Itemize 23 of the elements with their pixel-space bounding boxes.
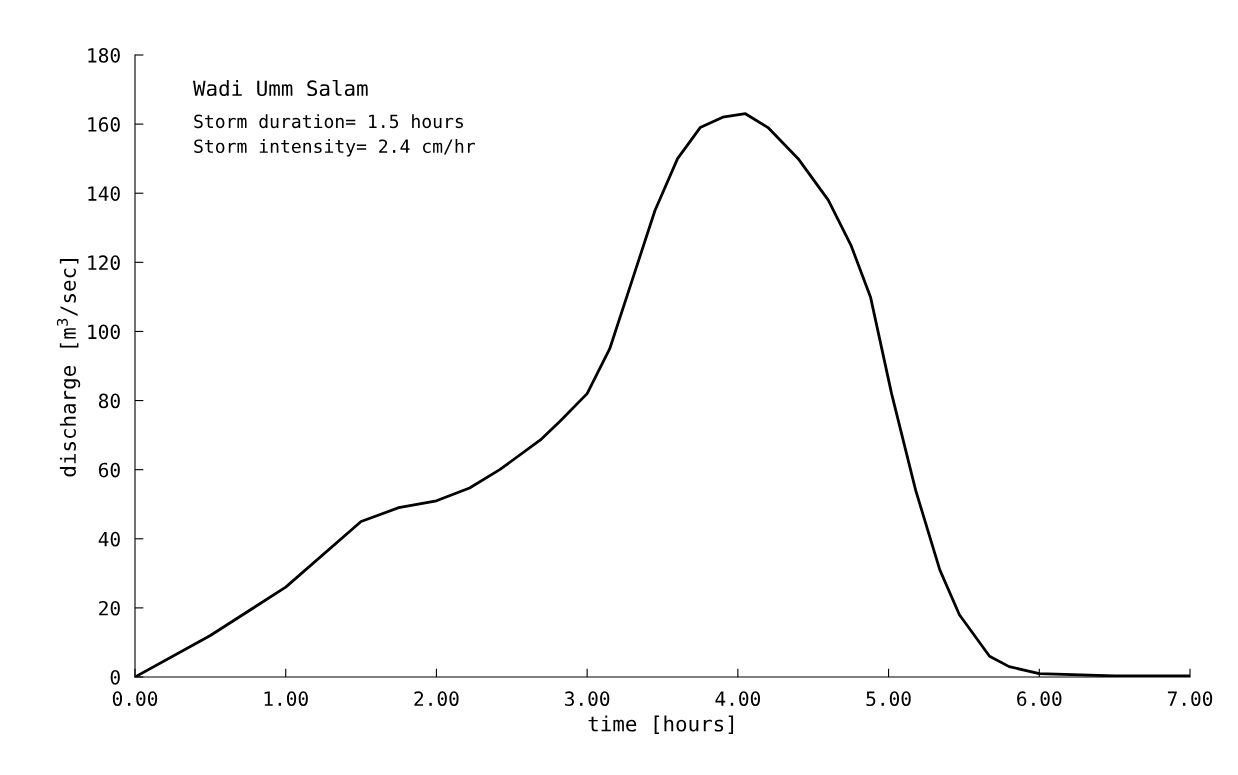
annotation: Storm duration= 1.5 hours (194, 114, 463, 129)
y-tick-label: 120 (88, 255, 120, 271)
y-tick-label: 180 (88, 48, 120, 63)
y-tick-label: 160 (88, 117, 120, 132)
y-tick-label: 80 (98, 393, 120, 409)
x-tick-label: 7.00 (1167, 691, 1213, 707)
x-tick-label: 2.00 (414, 691, 459, 707)
annotation: Storm intensity= 2.4 cm/hr (194, 139, 475, 157)
y-tick-label: 100 (88, 324, 120, 340)
y-tick-label: 140 (88, 186, 120, 201)
x-axis-title: time [hours] (588, 715, 734, 735)
y-tick-label: 0 (110, 670, 120, 685)
y-tick-label: 60 (98, 462, 120, 478)
x-tick-label: 1.00 (264, 691, 308, 707)
x-tick-label: 6.00 (1017, 691, 1062, 707)
x-tick-label: 0.00 (112, 691, 158, 707)
x-tick-label: 4.00 (715, 691, 761, 707)
x-tick-label: 3.00 (565, 691, 610, 707)
y-tick-label: 40 (98, 531, 120, 547)
x-tick-label: 5.00 (866, 691, 911, 707)
annotation: Wadi Umm Salam (193, 79, 368, 97)
y-axis-title: discharge [m$^{3}$/sec] (56, 259, 81, 477)
y-tick-label: 20 (99, 600, 120, 616)
